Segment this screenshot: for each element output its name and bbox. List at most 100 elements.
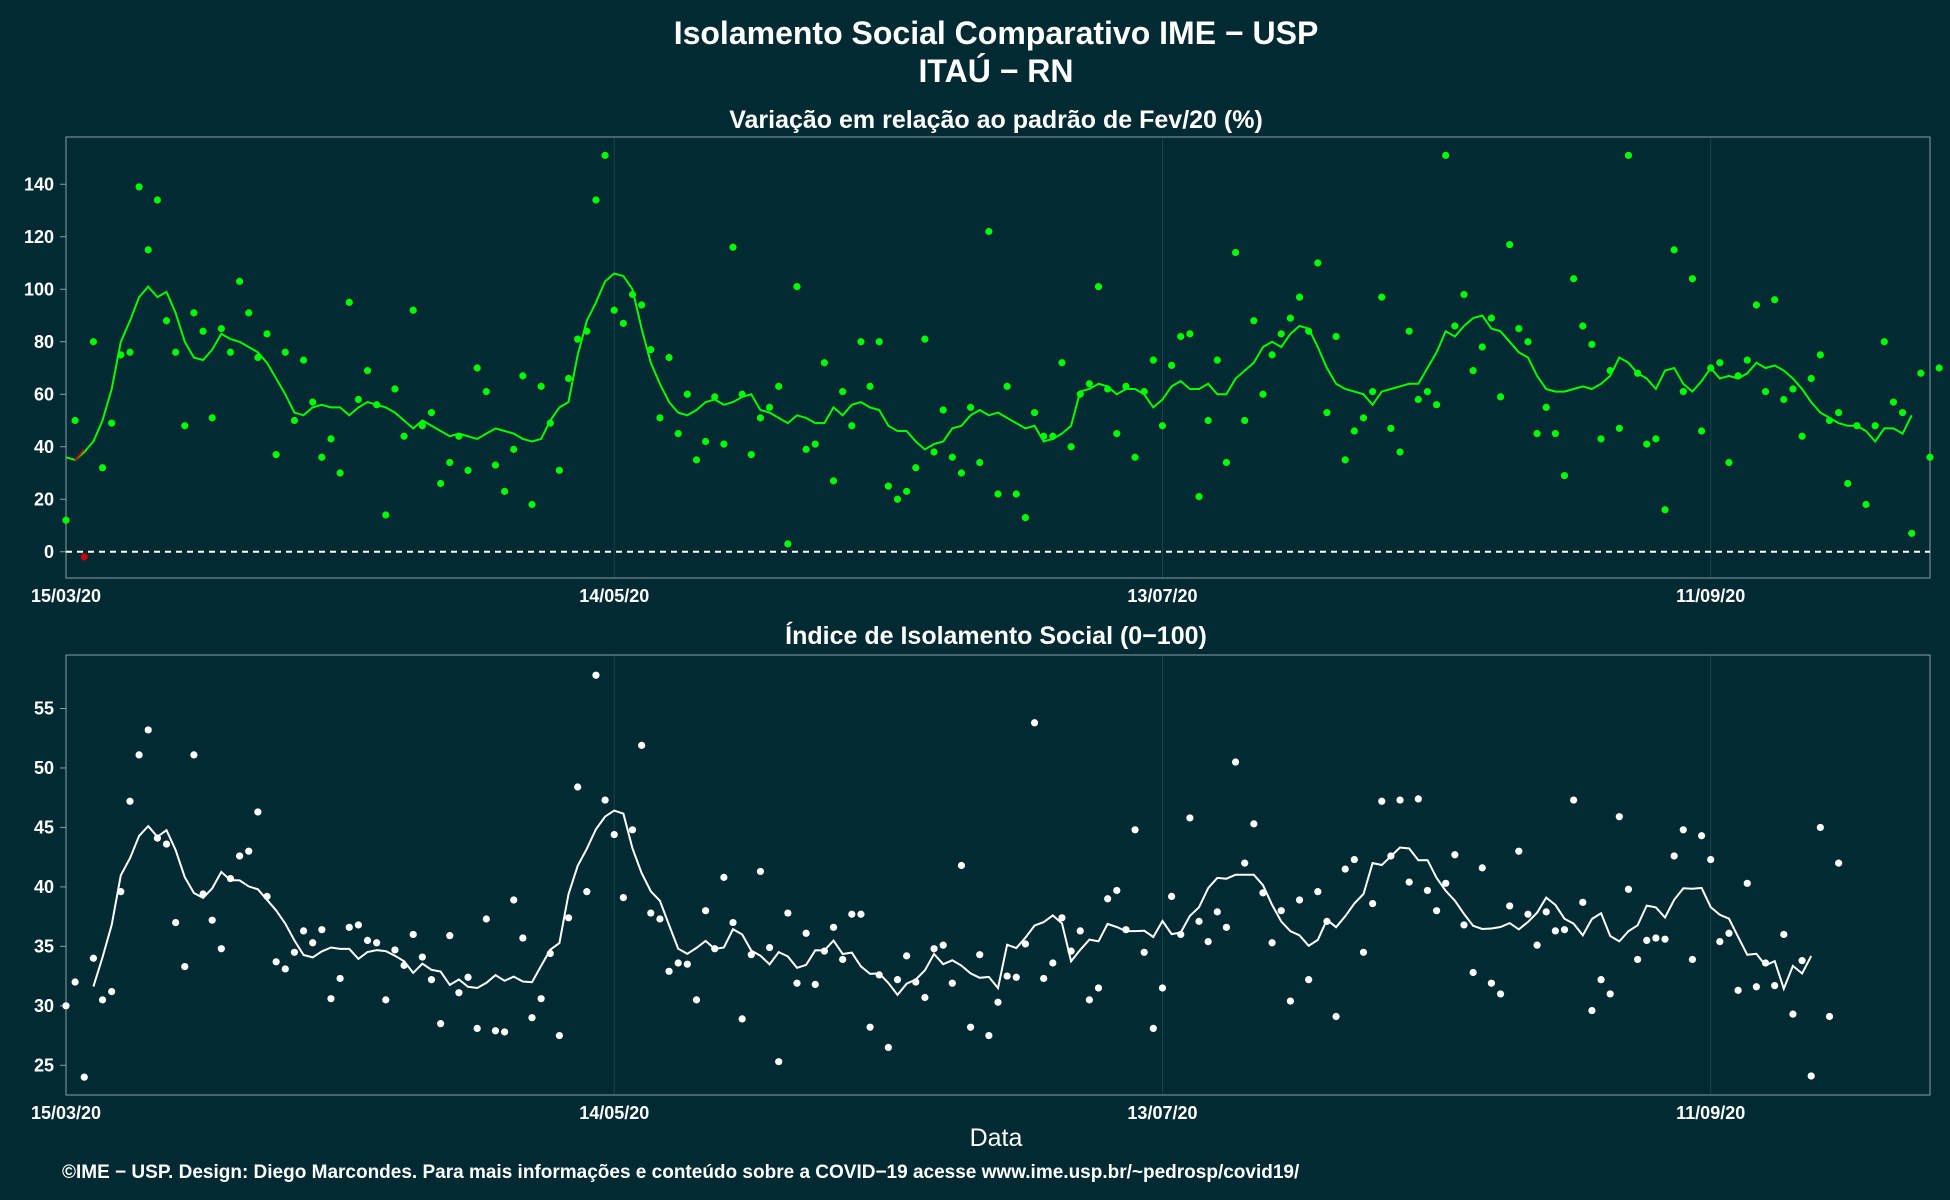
bottom-data-point: [290, 948, 299, 956]
top-data-point: [181, 422, 189, 430]
top-data-point: [1030, 409, 1039, 417]
top-y-tick-label: 80: [34, 332, 54, 352]
top-data-point: [784, 540, 792, 548]
top-data-point: [62, 516, 70, 524]
bottom-data-point: [1030, 719, 1039, 727]
top-data-point: [729, 243, 737, 251]
bottom-data-point: [601, 796, 609, 804]
bottom-data-point: [574, 783, 582, 791]
bottom-data-point: [1451, 851, 1459, 859]
top-data-point: [1094, 283, 1103, 291]
top-data-point: [1707, 364, 1715, 372]
top-data-point: [1405, 327, 1413, 335]
bottom-y-tick-label: 45: [34, 817, 54, 837]
top-data-point: [1414, 395, 1422, 404]
bottom-data-point: [1213, 908, 1221, 916]
top-data-point: [98, 464, 107, 472]
bottom-data-point: [1158, 984, 1167, 992]
top-data-point: [1314, 259, 1322, 267]
top-x-tick-label: 14/05/20: [579, 586, 649, 606]
bottom-data-point: [1551, 927, 1559, 935]
bottom-data-point: [245, 847, 253, 855]
top-y-tick-label: 20: [34, 489, 54, 509]
bottom-data-point: [1624, 885, 1633, 893]
top-data-point: [455, 432, 463, 440]
bottom-x-tick-label: 13/07/20: [1127, 1103, 1197, 1123]
bottom-data-point: [382, 996, 390, 1004]
top-data-point: [427, 409, 436, 417]
bottom-data-point: [610, 830, 618, 839]
bottom-data-point: [638, 741, 646, 749]
bottom-x-tick-label: 15/03/20: [31, 1103, 101, 1123]
top-data-point: [1761, 388, 1770, 396]
bottom-data-point: [966, 1023, 975, 1031]
bottom-data-point: [199, 890, 207, 898]
top-data-point: [1003, 382, 1011, 390]
top-data-point: [738, 390, 746, 398]
top-data-point: [318, 453, 326, 461]
bottom-data-point: [1670, 852, 1678, 860]
bottom-data-point: [1688, 955, 1697, 964]
top-data-point: [299, 356, 308, 364]
bottom-data-point: [500, 1028, 509, 1036]
top-data-point: [1012, 490, 1020, 498]
bottom-data-point: [135, 751, 143, 759]
top-data-point: [1725, 458, 1733, 467]
bottom-data-point: [354, 921, 362, 929]
bottom-data-point: [190, 751, 198, 759]
bottom-data-point: [336, 974, 344, 983]
top-data-point: [345, 298, 353, 306]
bottom-data-point: [1314, 888, 1322, 896]
main-title: Isolamento Social Comparativo IME − USP: [674, 15, 1319, 51]
top-data-point: [71, 416, 79, 425]
bottom-data-point: [857, 910, 865, 918]
bottom-data-point: [1067, 947, 1075, 955]
bottom-data-point: [491, 1027, 500, 1035]
top-data-point: [446, 458, 454, 467]
top-data-point: [1835, 409, 1843, 417]
top-data-point: [500, 487, 509, 495]
bottom-data-point: [117, 888, 125, 896]
top-data-point: [1305, 327, 1313, 335]
top-data-point: [89, 338, 98, 346]
top-data-point: [1478, 343, 1486, 351]
top-data-point: [537, 382, 545, 390]
bottom-data-point: [363, 936, 372, 945]
top-data-point: [1816, 351, 1824, 359]
bottom-data-point: [418, 953, 426, 961]
top-data-point: [1679, 388, 1687, 396]
top-data-point: [1359, 414, 1368, 422]
top-data-point: [555, 466, 564, 474]
bottom-data-point: [254, 808, 262, 816]
top-data-point: [1634, 369, 1642, 377]
top-data-point: [1825, 416, 1834, 425]
top-data-point: [1369, 388, 1377, 396]
bottom-data-point: [1752, 983, 1760, 991]
bottom-data-point: [1094, 984, 1103, 992]
top-y-tick-label: 100: [24, 279, 54, 299]
top-data-point: [1423, 388, 1432, 396]
bottom-panel: 25 30 35 40 45 50 55 15/03/20 14/05/20 13/07/20 11…: [31, 654, 1931, 1123]
bottom-data-point: [546, 949, 554, 958]
top-data-point: [510, 445, 518, 453]
bottom-data-point: [510, 896, 518, 904]
top-data-point: [893, 495, 902, 503]
plot-panels: 0 20 40 60 80 100 120 140 15/03/20 14/05/20 13/07/…: [24, 136, 1943, 1123]
bottom-data-point: [226, 874, 235, 883]
bottom-data-point: [1414, 795, 1422, 803]
top-x-tick-label: 11/09/20: [1676, 586, 1745, 606]
bottom-data-point: [1359, 948, 1368, 956]
top-data-point: [1606, 367, 1614, 375]
bottom-data-point: [1515, 847, 1523, 855]
bottom-data-point: [172, 918, 180, 927]
bottom-data-point: [1268, 939, 1276, 947]
top-data-point: [1780, 395, 1788, 404]
bottom-data-point: [1222, 923, 1231, 931]
bottom-data-point: [1542, 908, 1550, 916]
top-data-point: [1286, 314, 1294, 322]
bottom-data-point: [1049, 959, 1057, 967]
bottom-data-point: [98, 996, 107, 1004]
top-data-point: [1917, 369, 1925, 377]
bottom-data-point: [564, 914, 573, 922]
